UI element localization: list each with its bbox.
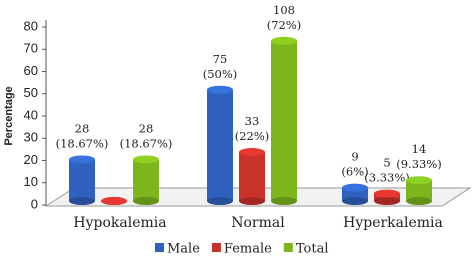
bar-bottom [342,197,368,205]
value-label: 5 [383,156,390,170]
y-tick-label: 80 [24,18,38,33]
bar-top [239,148,265,157]
value-label: (3.33%) [364,171,410,185]
bar-top [133,155,159,164]
bar-top [374,189,400,198]
value-label: 33 [245,114,260,128]
x-tick-label: Hypokalemia [73,215,166,231]
x-tick-label: Hyperkalemia [343,215,443,231]
bar [69,159,95,201]
value-label: 28 [139,121,154,135]
bar-top [342,183,368,192]
value-label: 108 [273,3,295,17]
y-tick-label: 40 [24,107,38,122]
bar-top [69,155,95,164]
bar-top [101,197,127,205]
value-label: (6%) [341,165,368,179]
y-tick-label: 70 [24,41,38,56]
bar [239,152,265,201]
value-label: 75 [213,52,228,66]
bar-bottom [69,197,95,205]
x-tick-label: Normal [231,215,285,231]
value-label: (50%) [203,67,238,81]
value-label: (18.67%) [56,136,109,150]
value-label: (18.67%) [120,136,173,150]
y-tick-label: 60 [24,63,38,78]
value-label: (9.33%) [396,157,442,171]
legend-label: Male [167,242,200,256]
y-tick-label: 0 [31,196,38,211]
legend-label: Total [296,242,329,256]
bar [133,159,159,201]
y-tick-label: 10 [24,174,38,189]
bar-bottom [239,197,265,205]
bar [406,180,432,201]
bar-bottom [133,197,159,205]
y-tick-label: 50 [24,85,38,100]
legend-swatch [283,243,293,252]
legend-swatch [155,243,164,252]
value-label: 28 [75,121,90,135]
bar [207,89,233,201]
bar-top [271,36,297,45]
y-axis-label: Percentage [3,86,15,145]
legend-swatch [211,243,221,252]
y-tick-label: 20 [24,152,38,167]
bar [271,40,297,201]
value-label: 14 [412,142,427,156]
value-label: 9 [351,150,358,164]
bar-bottom [207,197,233,205]
legend-label: Female [224,242,272,256]
bar-top [207,85,233,94]
bar-top [406,176,432,185]
bar-bottom [271,197,297,205]
bar-bottom [406,197,432,205]
bar-bottom [374,197,400,205]
value-label: (22%) [235,129,270,143]
y-tick-label: 30 [24,130,38,145]
value-label: (72%) [267,18,302,32]
